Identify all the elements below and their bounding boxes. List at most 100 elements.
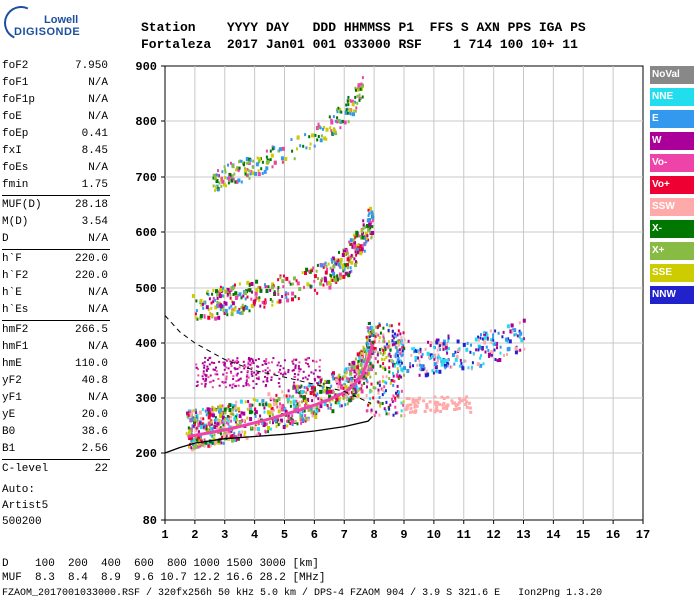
echo-point-diffuse — [495, 341, 499, 346]
echo-point-2nd-hop — [245, 305, 249, 310]
echo-point-spread-f — [265, 363, 268, 365]
echo-point-f2 — [207, 421, 211, 426]
echo-point-f2 — [313, 388, 316, 392]
echo-point-spread-f — [230, 371, 233, 374]
echo-point-f2 — [223, 410, 227, 415]
echo-point-f2 — [196, 413, 199, 417]
echo-point-f2 — [332, 374, 335, 378]
param-label: C-level — [2, 463, 49, 475]
echo-point-2nd-hop — [349, 255, 352, 259]
echo-point-diffuse — [471, 361, 474, 365]
echo-point-2nd-hop — [349, 266, 352, 270]
echo-point-diffuse — [445, 349, 448, 353]
echo-point-3rd-hop — [350, 100, 353, 103]
echo-point-spread-f — [247, 365, 250, 368]
echo-point-2nd-hop — [371, 231, 375, 235]
echo-point-f2 — [233, 439, 236, 443]
echo-point-2nd-hop — [361, 243, 364, 247]
echo-point-2nd-hop — [320, 263, 324, 268]
echo-point-2nd-hop — [367, 238, 370, 242]
echo-point-2nd-hop — [354, 248, 357, 252]
echo-point-3rd-hop — [323, 125, 325, 129]
echo-point-2nd-hop — [354, 250, 357, 254]
echo-point-spread — [384, 409, 387, 413]
echo-point-2nd-hop — [343, 263, 347, 268]
echo-point-ssw — [413, 399, 417, 403]
param-value: 220.0 — [74, 253, 108, 265]
echo-point-spread — [397, 329, 400, 333]
x-tick-label: 2 — [191, 528, 198, 542]
echo-point-2nd-hop — [347, 255, 350, 259]
echo-point-spread-f — [215, 370, 218, 373]
y-tick-label: 900 — [135, 60, 157, 74]
echo-point-spread-f — [203, 366, 206, 369]
echo-point-f2 — [288, 414, 291, 417]
echo-point-f2 — [353, 369, 357, 374]
echo-point-2nd-hop — [316, 291, 319, 295]
echo-point-f2 — [288, 394, 291, 398]
echo-point-2nd-hop — [207, 308, 210, 312]
echo-point-spread-f — [202, 370, 205, 373]
echo-point-f2 — [224, 418, 227, 422]
param-row-fmin: fmin 1.75 — [2, 177, 110, 194]
echo-point-f2 — [352, 397, 355, 400]
echo-point-spread-f — [250, 370, 253, 373]
echo-point-spread-f — [302, 377, 305, 380]
echo-point-spread — [391, 379, 394, 383]
param-row-foes: foEs N/A — [2, 160, 110, 177]
echo-point-f2 — [197, 437, 201, 442]
echo-point-spread — [396, 358, 399, 362]
echo-point-f2 — [365, 351, 368, 355]
echo-point-3rd-hop — [252, 159, 255, 163]
echo-point-f2 — [267, 392, 271, 397]
echo-point-f2 — [190, 447, 194, 452]
echo-point-3rd-hop — [227, 181, 230, 185]
echo-point-spread-f — [236, 367, 239, 370]
echo-point-2nd-hop — [301, 271, 304, 275]
echo-point-diffuse — [429, 341, 433, 346]
echo-point-f2 — [303, 409, 306, 413]
x-tick-label: 12 — [486, 528, 500, 542]
echo-point-f2 — [220, 441, 223, 445]
echo-point-f2 — [207, 443, 211, 448]
echo-point-3rd-hop — [269, 158, 272, 162]
echo-point-f2 — [345, 367, 348, 371]
echo-point-2nd-hop — [359, 234, 362, 238]
echo-point-spread — [369, 397, 372, 401]
echo-point-diffuse — [490, 341, 493, 345]
echo-point-2nd-hop — [355, 230, 359, 235]
param-row-c-level: C-level 22 — [2, 461, 110, 478]
echo-point-2nd-hop — [255, 288, 259, 292]
echo-point-f2 — [335, 376, 338, 381]
echo-point-spread-f — [313, 377, 316, 380]
echo-point-3rd-hop — [235, 168, 238, 172]
echo-point-spread-f — [277, 371, 280, 374]
echo-point-3rd-hop — [308, 146, 311, 150]
echo-point-3rd-hop — [325, 127, 329, 132]
echo-point-spread — [384, 348, 387, 352]
param-value: N/A — [88, 304, 108, 316]
echo-point-ssw — [451, 401, 455, 405]
echo-point-f2 — [290, 400, 293, 404]
echo-point-2nd-hop — [362, 223, 365, 227]
echo-point-f2 — [214, 421, 216, 425]
echo-point-diffuse — [522, 318, 526, 323]
echo-point-f2 — [360, 351, 363, 355]
echo-point-spread-f — [243, 364, 246, 367]
echo-point-3rd-hop — [269, 149, 272, 153]
echo-point-f2 — [237, 433, 240, 437]
echo-point-3rd-hop — [236, 166, 239, 170]
echo-point-spread — [387, 345, 390, 349]
echo-point-diffuse — [424, 347, 427, 351]
echo-point-2nd-hop — [264, 298, 267, 302]
echo-point-3rd-hop — [217, 188, 220, 192]
echo-point-diffuse — [464, 359, 467, 363]
echo-point-spread — [369, 327, 372, 331]
echo-point-diffuse — [486, 336, 489, 340]
echo-point-f2 — [352, 361, 356, 366]
echo-point-2nd-hop — [357, 234, 360, 238]
echo-point-spread-f — [197, 374, 200, 377]
echo-point-2nd-hop — [329, 282, 332, 286]
echo-point-f2 — [201, 407, 204, 411]
param-divider — [2, 195, 110, 196]
